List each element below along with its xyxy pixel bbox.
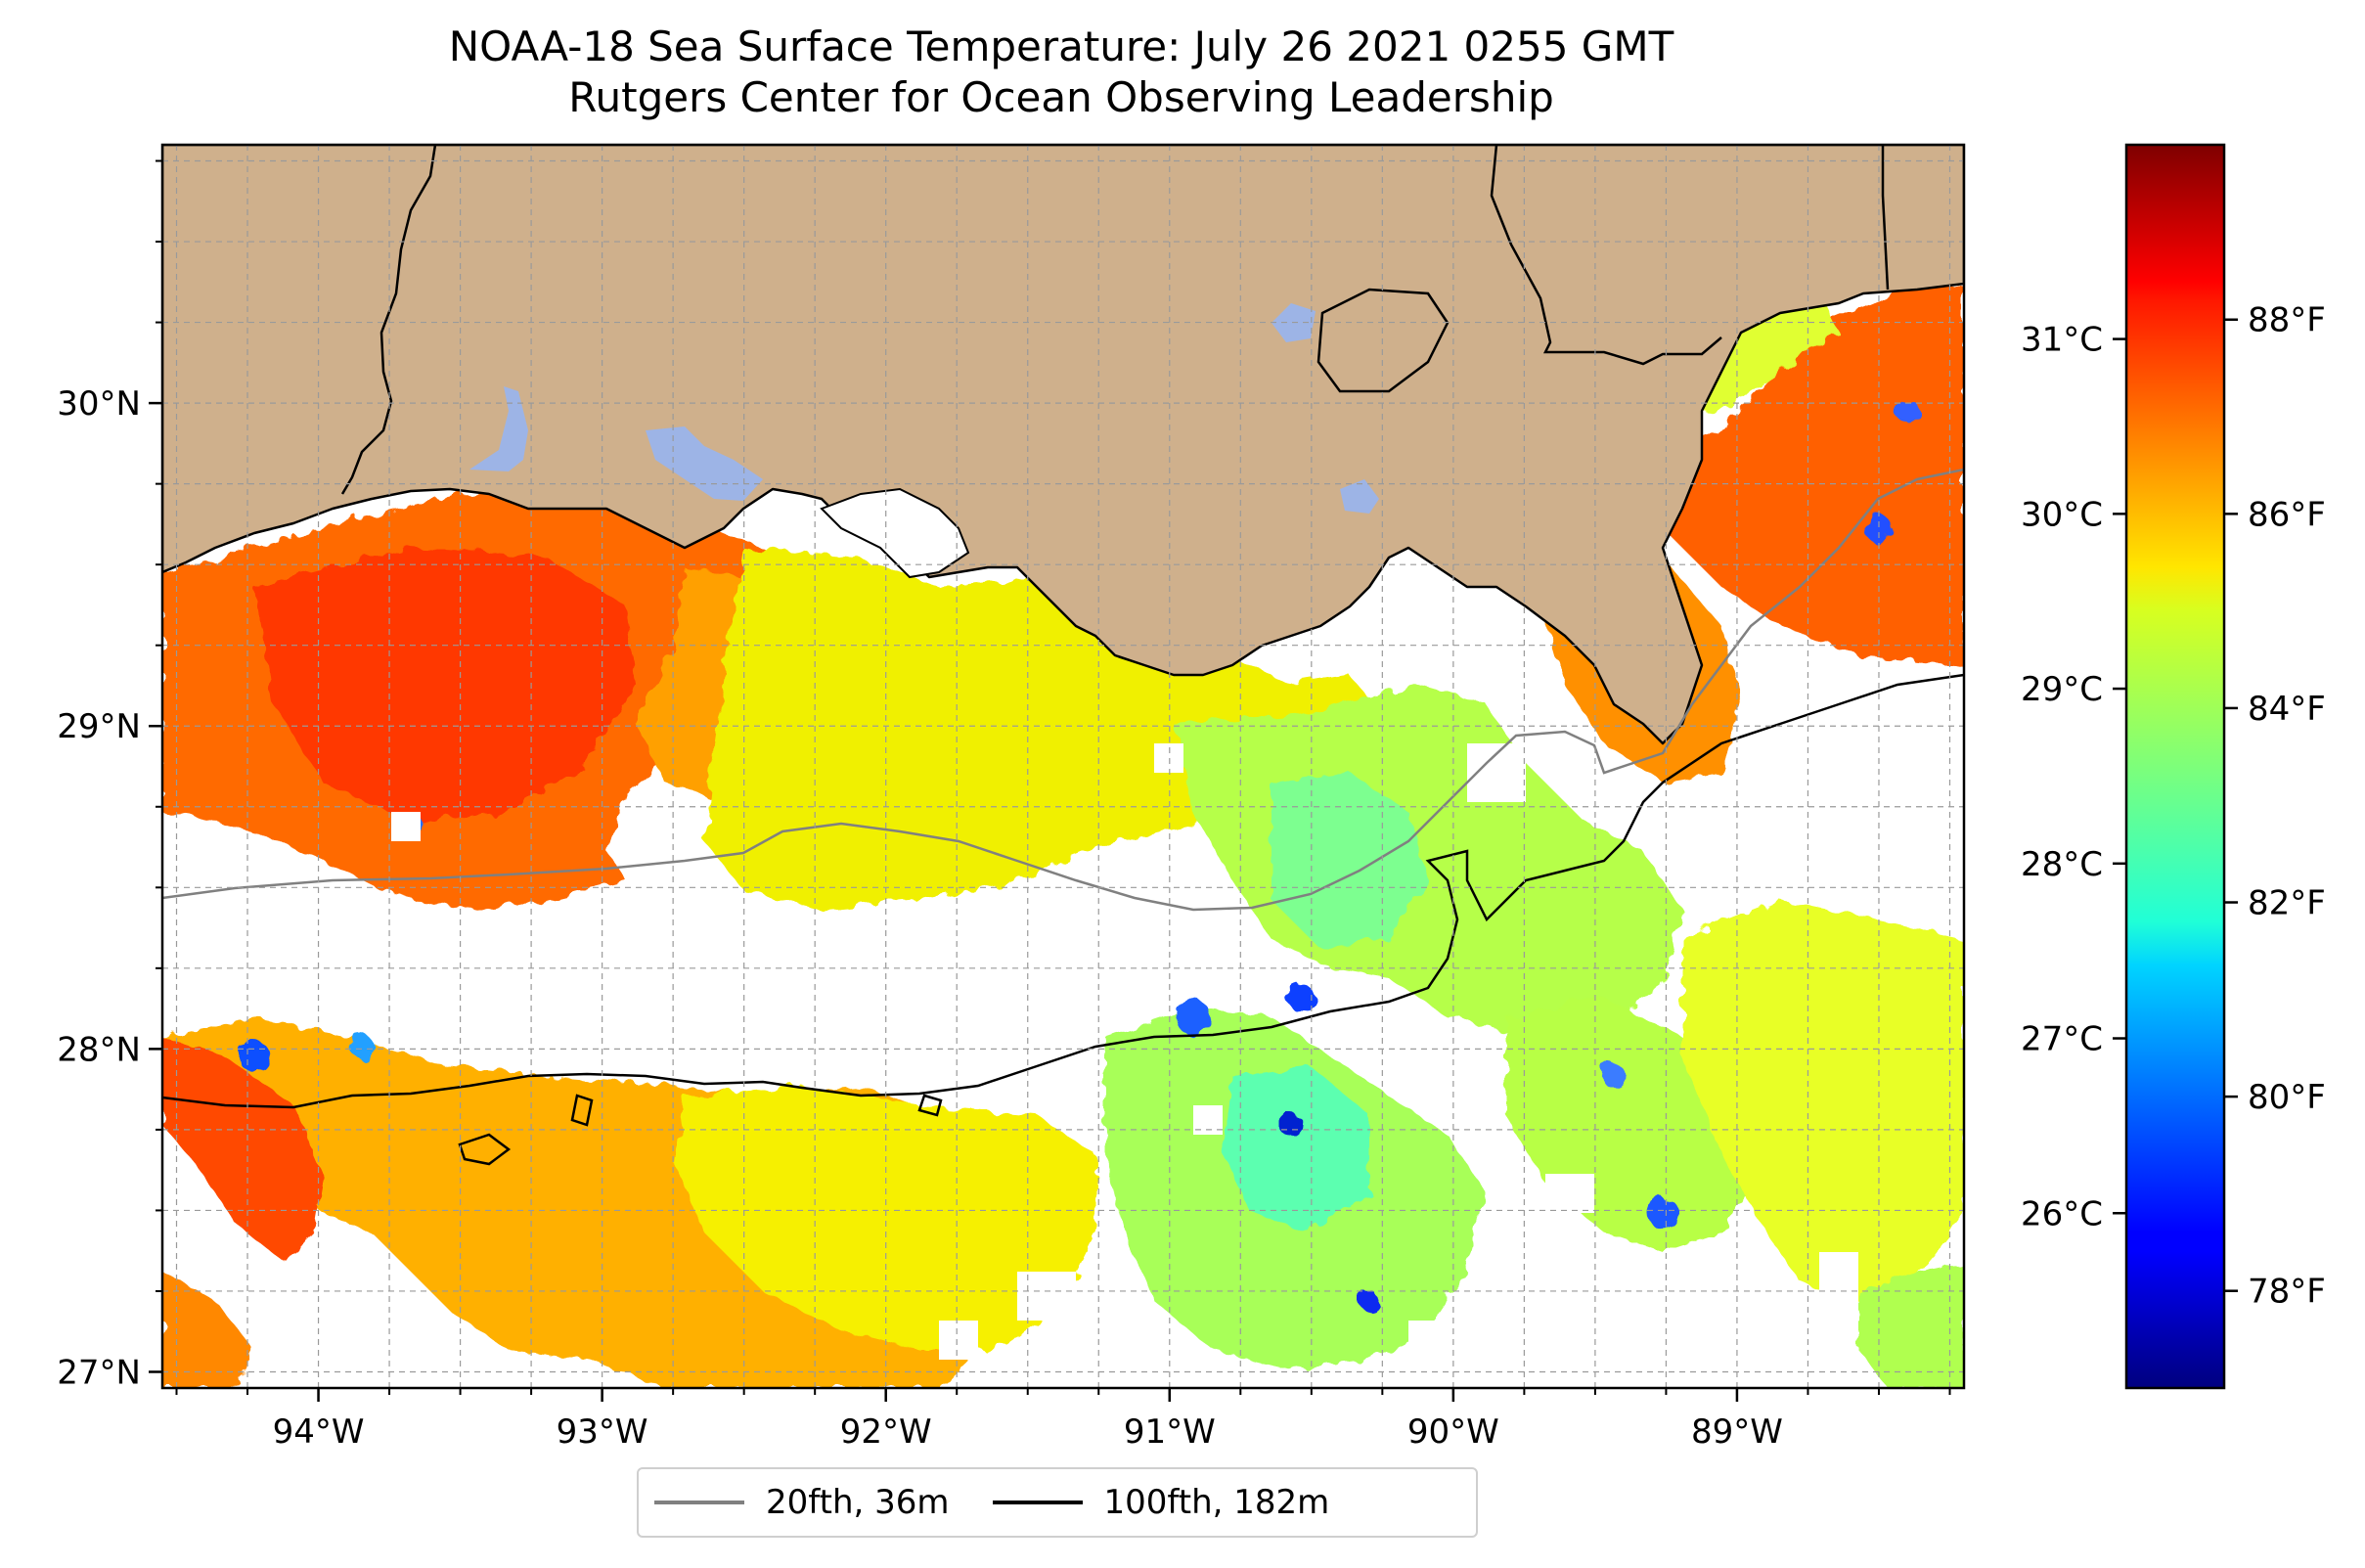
sst-cool-spot	[1176, 1000, 1211, 1035]
colorbar-label-c: 29°C	[2021, 670, 2103, 709]
title-line-2: Rutgers Center for Ocean Observing Leade…	[568, 73, 1554, 121]
sst-patch-east-yellow	[1682, 900, 1964, 1301]
legend-swatch-20fth	[654, 1501, 744, 1504]
legend-item-100fth: 100fth, 182m	[992, 1483, 1330, 1522]
colorbar-label-c: 27°C	[2021, 1020, 2103, 1059]
colorbar-label-c: 31°C	[2021, 321, 2103, 360]
state-border	[340, 145, 437, 495]
sst-patch-south-central-cyan	[1223, 1066, 1369, 1232]
lon-tick-label: 94°W	[273, 1412, 365, 1452]
isobath-100fth	[162, 673, 1964, 1109]
state-border	[1490, 145, 1722, 366]
lake	[469, 386, 528, 471]
sst-cool-spot	[239, 1041, 270, 1072]
no-data-holes	[391, 743, 1858, 1360]
legend-swatch-100fth	[992, 1501, 1083, 1504]
lat-tick-label: 30°N	[57, 384, 141, 424]
sst-cool-spot	[1896, 399, 1919, 423]
sst-cool-spot	[1864, 515, 1892, 542]
sst-cool-spot	[1602, 1064, 1626, 1088]
lon-tick-label: 92°W	[840, 1412, 932, 1452]
sst-patch-east-edge	[1858, 1262, 1964, 1388]
colorbar-label-f: 86°F	[2248, 495, 2326, 534]
isobath-legend: 20fth, 36m 100fth, 182m	[637, 1467, 1478, 1538]
sst-cool-spot	[350, 1035, 374, 1058]
colorbar	[2124, 143, 2226, 1390]
lake-pontchartrain-outline	[1316, 288, 1450, 393]
map-axes: 94°W 93°W 92°W 91°W 90°W 89°W 27°N 28°N 29°N 30°N	[57, 159, 1951, 1452]
sst-patch-west-core	[254, 548, 636, 822]
map-title: NOAA-18 Sea Surface Temperature: July 26…	[0, 22, 2122, 123]
title-line-1: NOAA-18 Sea Surface Temperature: July 26…	[448, 22, 1674, 70]
sst-cool-spot	[1360, 1291, 1379, 1311]
colorbar-label-f: 84°F	[2248, 690, 2326, 729]
gridlines	[162, 145, 1964, 1388]
sst-patch-south-yellow	[675, 1086, 1095, 1350]
marsh-nodata	[820, 487, 970, 579]
land-mass	[162, 145, 1964, 745]
sst-cool-spot	[1279, 1113, 1303, 1137]
legend-item-20fth: 20fth, 36m	[654, 1483, 950, 1522]
lat-tick-label: 28°N	[57, 1030, 141, 1069]
colorbar-label-c: 30°C	[2021, 495, 2103, 534]
map-frame	[160, 143, 1966, 1390]
colorbar-label-c: 28°C	[2021, 845, 2103, 884]
state-border	[1881, 145, 1890, 291]
colorbar-label-f: 80°F	[2248, 1078, 2326, 1117]
sst-patch-south-west-tail	[162, 1272, 254, 1388]
isobath-20fth	[162, 468, 1964, 912]
sst-patch-central-cyan	[1272, 773, 1428, 949]
legend-label-20fth: 20fth, 36m	[766, 1483, 950, 1522]
lakes	[469, 303, 1379, 514]
lon-tick-label: 93°W	[557, 1412, 648, 1452]
colorbar-label-f: 78°F	[2248, 1273, 2326, 1312]
colorbar-label-f: 82°F	[2248, 884, 2326, 923]
isobath-100fth-loops	[458, 1094, 943, 1166]
legend-label-100fth: 100fth, 182m	[1103, 1483, 1330, 1522]
colorbar-ticks: 78°F 80°F 82°F 84°F 86°F 88°F 26°C 27°C 28°C 29°C…	[2021, 301, 2326, 1312]
lat-tick-label: 27°N	[57, 1353, 141, 1392]
sst-patch-ne-warm	[1614, 284, 1964, 665]
colorbar-label-f: 88°F	[2248, 301, 2326, 340]
lat-tick-label: 29°N	[57, 707, 141, 746]
sst-cool-spot	[1647, 1197, 1678, 1229]
lake	[1340, 479, 1379, 514]
lon-tick-label: 90°W	[1407, 1412, 1499, 1452]
sst-cool-spot	[1287, 984, 1315, 1011]
lake	[646, 426, 763, 501]
lon-tick-label: 91°W	[1124, 1412, 1216, 1452]
lon-tick-label: 89°W	[1691, 1412, 1783, 1452]
sst-patch-south-red	[162, 1037, 323, 1262]
colorbar-label-c: 26°C	[2021, 1194, 2103, 1233]
